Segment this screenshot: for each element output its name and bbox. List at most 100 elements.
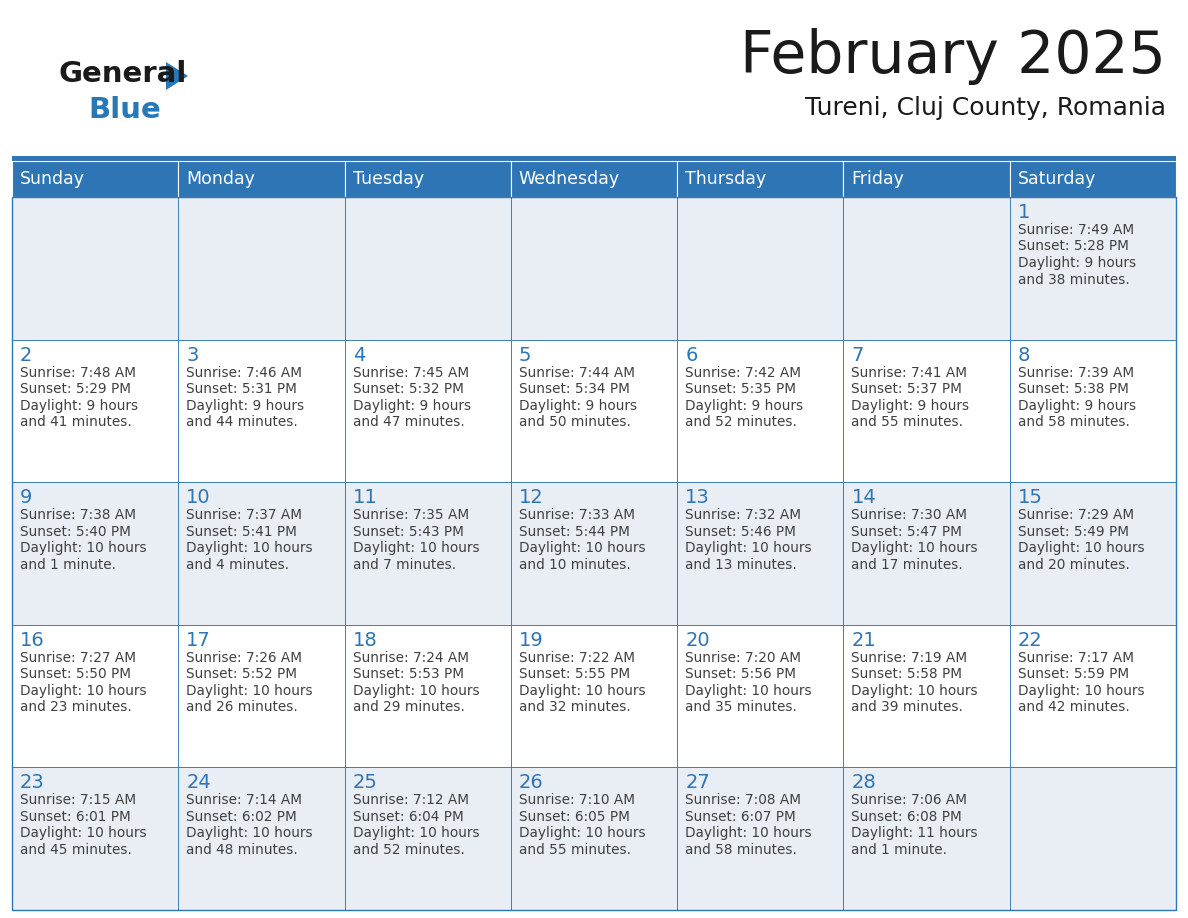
Text: Sunset: 5:56 PM: Sunset: 5:56 PM	[685, 667, 796, 681]
Bar	[1010, 340, 1176, 482]
Text: Sunrise: 7:33 AM: Sunrise: 7:33 AM	[519, 509, 634, 522]
Text: Sunrise: 7:39 AM: Sunrise: 7:39 AM	[1018, 365, 1133, 380]
Text: Daylight: 10 hours: Daylight: 10 hours	[519, 826, 645, 840]
Text: Sunrise: 7:19 AM: Sunrise: 7:19 AM	[852, 651, 967, 665]
Text: General: General	[58, 60, 187, 88]
Text: Sunset: 5:44 PM: Sunset: 5:44 PM	[519, 525, 630, 539]
Text: Sunrise: 7:24 AM: Sunrise: 7:24 AM	[353, 651, 468, 665]
Text: Sunset: 6:07 PM: Sunset: 6:07 PM	[685, 810, 796, 823]
Text: and 41 minutes.: and 41 minutes.	[20, 415, 132, 429]
Bar	[1010, 625, 1176, 767]
Bar	[511, 625, 677, 767]
Text: Sunset: 5:31 PM: Sunset: 5:31 PM	[187, 382, 297, 396]
Text: Daylight: 9 hours: Daylight: 9 hours	[1018, 398, 1136, 412]
Text: 27: 27	[685, 773, 710, 792]
Text: Sunset: 5:35 PM: Sunset: 5:35 PM	[685, 382, 796, 396]
Text: and 26 minutes.: and 26 minutes.	[187, 700, 298, 714]
Text: Sunrise: 7:37 AM: Sunrise: 7:37 AM	[187, 509, 302, 522]
Text: Sunset: 5:50 PM: Sunset: 5:50 PM	[20, 667, 131, 681]
Text: Sunrise: 7:29 AM: Sunrise: 7:29 AM	[1018, 509, 1133, 522]
Bar	[12, 197, 1176, 910]
Text: and 39 minutes.: and 39 minutes.	[852, 700, 963, 714]
Text: 7: 7	[852, 345, 864, 364]
Bar	[677, 767, 843, 910]
Text: 5: 5	[519, 345, 531, 364]
Text: and 13 minutes.: and 13 minutes.	[685, 558, 797, 572]
Bar	[677, 161, 843, 197]
Text: 18: 18	[353, 631, 378, 650]
Bar	[843, 767, 1010, 910]
Bar	[1010, 197, 1176, 340]
Text: Sunrise: 7:42 AM: Sunrise: 7:42 AM	[685, 365, 801, 380]
Bar	[178, 482, 345, 625]
Bar	[178, 197, 345, 340]
Text: Saturday: Saturday	[1018, 170, 1097, 188]
Text: Sunset: 5:38 PM: Sunset: 5:38 PM	[1018, 382, 1129, 396]
Text: Daylight: 10 hours: Daylight: 10 hours	[1018, 542, 1144, 555]
Text: Daylight: 10 hours: Daylight: 10 hours	[1018, 684, 1144, 698]
Text: and 45 minutes.: and 45 minutes.	[20, 843, 132, 856]
Polygon shape	[166, 62, 188, 90]
Text: Daylight: 9 hours: Daylight: 9 hours	[519, 398, 637, 412]
Text: and 20 minutes.: and 20 minutes.	[1018, 558, 1130, 572]
Text: 6: 6	[685, 345, 697, 364]
Text: Sunrise: 7:27 AM: Sunrise: 7:27 AM	[20, 651, 135, 665]
Bar	[345, 767, 511, 910]
Bar	[12, 197, 178, 340]
Text: and 55 minutes.: and 55 minutes.	[852, 415, 963, 429]
Text: Sunset: 5:46 PM: Sunset: 5:46 PM	[685, 525, 796, 539]
Text: Sunrise: 7:46 AM: Sunrise: 7:46 AM	[187, 365, 302, 380]
Text: 2: 2	[20, 345, 32, 364]
Text: and 44 minutes.: and 44 minutes.	[187, 415, 298, 429]
Text: and 23 minutes.: and 23 minutes.	[20, 700, 132, 714]
Text: 13: 13	[685, 488, 710, 508]
Text: Sunrise: 7:08 AM: Sunrise: 7:08 AM	[685, 793, 801, 808]
Bar	[345, 197, 511, 340]
Text: Sunday: Sunday	[20, 170, 86, 188]
Text: 23: 23	[20, 773, 45, 792]
Text: and 1 minute.: and 1 minute.	[852, 843, 947, 856]
Text: Sunrise: 7:26 AM: Sunrise: 7:26 AM	[187, 651, 302, 665]
Text: Sunset: 5:40 PM: Sunset: 5:40 PM	[20, 525, 131, 539]
Text: Daylight: 9 hours: Daylight: 9 hours	[187, 398, 304, 412]
Text: Tureni, Cluj County, Romania: Tureni, Cluj County, Romania	[805, 96, 1165, 120]
Text: and 50 minutes.: and 50 minutes.	[519, 415, 631, 429]
Text: Sunrise: 7:48 AM: Sunrise: 7:48 AM	[20, 365, 135, 380]
Bar	[345, 340, 511, 482]
Text: Sunrise: 7:49 AM: Sunrise: 7:49 AM	[1018, 223, 1133, 237]
Text: Sunrise: 7:17 AM: Sunrise: 7:17 AM	[1018, 651, 1133, 665]
Text: Sunset: 5:47 PM: Sunset: 5:47 PM	[852, 525, 962, 539]
Text: 20: 20	[685, 631, 709, 650]
Bar	[511, 482, 677, 625]
Text: Sunrise: 7:10 AM: Sunrise: 7:10 AM	[519, 793, 634, 808]
Bar	[12, 340, 178, 482]
Text: Sunset: 6:05 PM: Sunset: 6:05 PM	[519, 810, 630, 823]
Text: and 47 minutes.: and 47 minutes.	[353, 415, 465, 429]
Bar	[843, 340, 1010, 482]
Text: Daylight: 10 hours: Daylight: 10 hours	[685, 826, 811, 840]
Text: 21: 21	[852, 631, 877, 650]
Text: February 2025: February 2025	[740, 28, 1165, 85]
Text: 16: 16	[20, 631, 45, 650]
Text: 12: 12	[519, 488, 544, 508]
Text: Sunset: 6:08 PM: Sunset: 6:08 PM	[852, 810, 962, 823]
Text: Sunrise: 7:15 AM: Sunrise: 7:15 AM	[20, 793, 137, 808]
Text: Daylight: 10 hours: Daylight: 10 hours	[353, 542, 479, 555]
Text: Daylight: 10 hours: Daylight: 10 hours	[519, 684, 645, 698]
Text: Sunset: 5:43 PM: Sunset: 5:43 PM	[353, 525, 463, 539]
Bar	[511, 197, 677, 340]
Text: Sunset: 5:37 PM: Sunset: 5:37 PM	[852, 382, 962, 396]
Text: and 42 minutes.: and 42 minutes.	[1018, 700, 1130, 714]
Text: Friday: Friday	[852, 170, 904, 188]
Text: Thursday: Thursday	[685, 170, 766, 188]
Text: Tuesday: Tuesday	[353, 170, 424, 188]
Bar	[1010, 161, 1176, 197]
Text: Sunset: 6:04 PM: Sunset: 6:04 PM	[353, 810, 463, 823]
Bar	[511, 767, 677, 910]
Text: Sunset: 5:28 PM: Sunset: 5:28 PM	[1018, 240, 1129, 253]
Bar	[1010, 767, 1176, 910]
Text: Sunset: 6:01 PM: Sunset: 6:01 PM	[20, 810, 131, 823]
Text: Daylight: 10 hours: Daylight: 10 hours	[187, 826, 312, 840]
Text: Sunset: 5:49 PM: Sunset: 5:49 PM	[1018, 525, 1129, 539]
Text: 22: 22	[1018, 631, 1042, 650]
